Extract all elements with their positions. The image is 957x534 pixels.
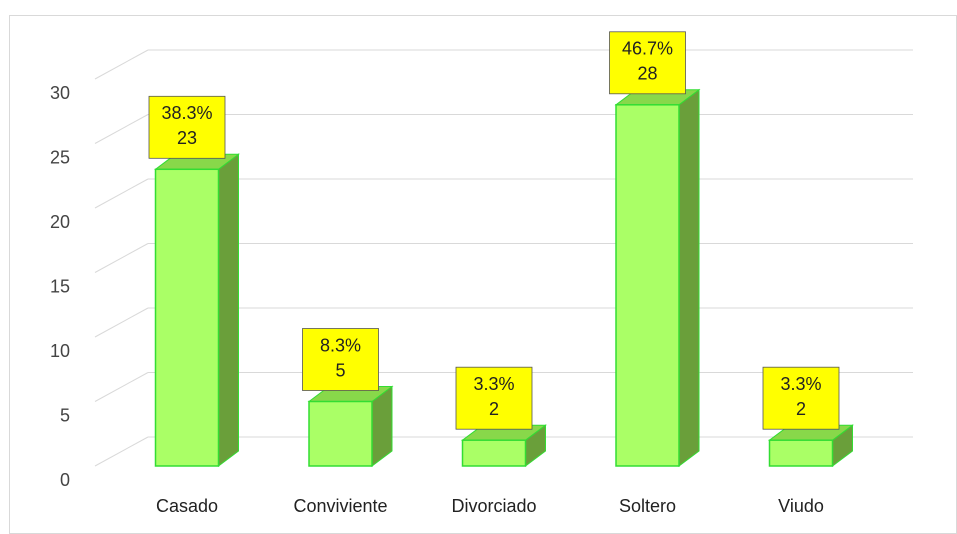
bar xyxy=(615,104,680,467)
bar xyxy=(768,439,834,467)
x-tick-label: Casado xyxy=(156,496,218,516)
data-label: 5 xyxy=(335,360,345,380)
x-tick-label: Viudo xyxy=(778,496,824,516)
data-label: 23 xyxy=(177,128,197,148)
grid-line xyxy=(94,307,149,338)
share-label: 3.3% xyxy=(780,374,821,394)
bar xyxy=(154,168,220,467)
bar-side xyxy=(218,153,239,467)
share-label: 38.3% xyxy=(161,103,212,123)
y-tick-label: 15 xyxy=(50,276,70,296)
y-tick-label: 5 xyxy=(60,405,70,425)
grid-line xyxy=(94,243,149,273)
x-tick-label: Conviviente xyxy=(293,496,387,516)
data-label: 28 xyxy=(637,64,657,84)
y-tick-label: 30 xyxy=(50,83,70,103)
y-tick-label: 25 xyxy=(50,147,70,167)
grid-line xyxy=(94,372,149,402)
x-tick-label: Soltero xyxy=(619,496,676,516)
share-label: 3.3% xyxy=(473,374,514,394)
grid-line xyxy=(94,49,149,80)
data-label-box xyxy=(762,366,840,430)
data-label-box xyxy=(148,95,226,159)
share-label: 8.3% xyxy=(320,335,361,355)
x-tick-label: Divorciado xyxy=(451,496,536,516)
data-label-box xyxy=(609,31,686,95)
bar-side xyxy=(678,88,700,467)
data-label-box xyxy=(302,328,379,391)
data-label: 2 xyxy=(489,399,499,419)
bar xyxy=(461,439,527,467)
data-label: 2 xyxy=(796,399,806,419)
data-label-box xyxy=(455,366,533,430)
y-tick-label: 0 xyxy=(60,470,70,490)
bar xyxy=(308,400,373,467)
grid-line xyxy=(94,114,149,144)
grid-line xyxy=(94,178,149,209)
y-tick-label: 20 xyxy=(50,212,70,232)
y-tick-label: 10 xyxy=(50,341,70,361)
share-label: 46.7% xyxy=(622,39,673,59)
grid-line xyxy=(94,436,149,467)
